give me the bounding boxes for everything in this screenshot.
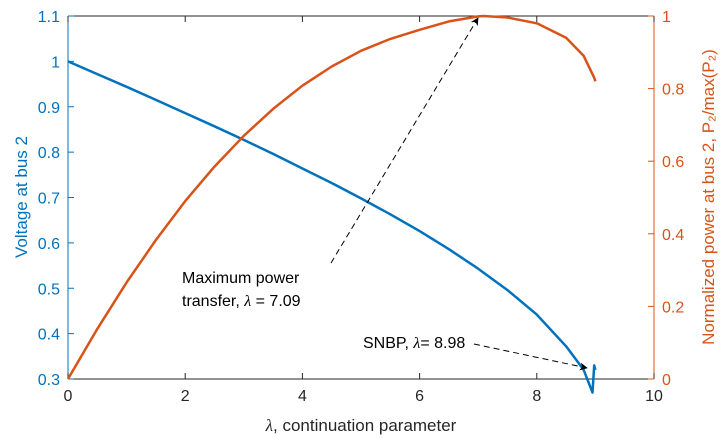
voltage-series-line <box>67 60 597 394</box>
annotation-maximum-power-lambda: λ <box>243 293 251 310</box>
left-y-tick-label: 0.6 <box>38 236 60 253</box>
right-y-tick-label: 0.2 <box>662 299 684 316</box>
left-y-axis-label: Voltage at bus 2 <box>12 136 31 258</box>
annotation-maximum-power-arrow <box>330 17 479 264</box>
x-axis-label: λ, continuation parameter <box>265 416 457 435</box>
annotation-snbp-value: = 8.98 <box>420 335 465 352</box>
left-y-axis-ticks: 0.3 0.4 0.5 0.6 0.7 0.8 0.9 1 1.1 <box>38 9 74 389</box>
x-tick-label: 8 <box>532 388 541 405</box>
x-tick-label: 10 <box>645 388 663 405</box>
left-y-tick-label: 0.5 <box>38 281 60 298</box>
left-y-tick-label: 0.4 <box>38 327 60 344</box>
right-y-tick-label: 0 <box>662 372 671 389</box>
left-y-tick-label: 0.9 <box>38 100 60 117</box>
right-y-tick-label: 1 <box>662 9 671 26</box>
annotation-snbp-lambda: λ <box>412 335 420 352</box>
right-y-tick-label: 0.8 <box>662 82 684 99</box>
x-axis-label-symbol: λ <box>265 416 273 435</box>
annotation-maximum-power-line2: transfer, λ = 7.09 <box>182 293 301 310</box>
x-axis-ticks: 0 2 4 6 8 10 <box>64 16 663 405</box>
series-layer <box>66 14 597 394</box>
right-y-axis-ticks: 0 0.2 0.4 0.6 0.8 1 <box>648 9 684 389</box>
annotation-snbp-label: SNBP, λ= 8.98 <box>363 335 465 352</box>
right-y-tick-label: 0.6 <box>662 154 684 171</box>
x-tick-label: 2 <box>181 388 190 405</box>
annotation-snbp-prefix: SNBP, <box>363 335 413 352</box>
annotation-maximum-power: Maximum power transfer, λ = 7.09 <box>182 17 479 310</box>
x-tick-label: 4 <box>298 388 307 405</box>
x-tick-label: 6 <box>415 388 424 405</box>
annotation-maximum-power-prefix: transfer, <box>182 293 244 310</box>
left-y-tick-label: 0.7 <box>38 191 60 208</box>
left-y-tick-label: 0.3 <box>38 372 60 389</box>
annotation-snbp-arrow <box>473 343 588 371</box>
annotation-maximum-power-value: = 7.09 <box>251 293 300 310</box>
right-y-tick-label: 0.4 <box>662 227 684 244</box>
normalized-power-series-line <box>66 14 597 380</box>
left-y-tick-label: 1 <box>51 54 60 71</box>
left-y-tick-label: 0.8 <box>38 145 60 162</box>
right-y-axis-label: Normalized power at bus 2, P₂/max(P₂) <box>699 49 718 345</box>
annotation-maximum-power-line1: Maximum power <box>182 270 300 287</box>
x-axis-label-text: , continuation parameter <box>273 416 457 435</box>
annotation-snbp: SNBP, λ= 8.98 <box>363 335 588 371</box>
x-tick-label: 0 <box>64 388 73 405</box>
left-y-tick-label: 1.1 <box>38 9 60 26</box>
